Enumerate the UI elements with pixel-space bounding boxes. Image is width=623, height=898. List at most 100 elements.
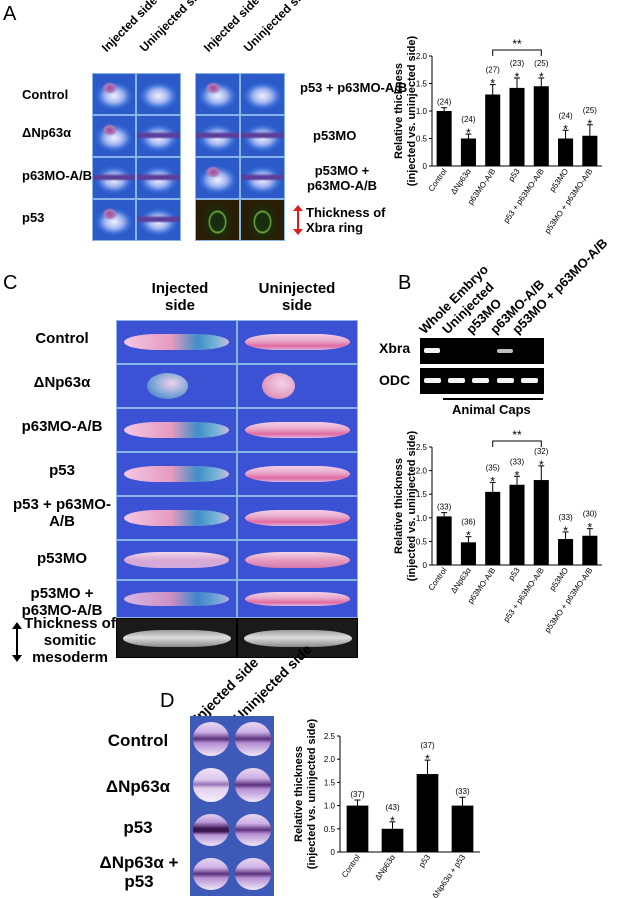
c-row-p53mo: p53MO <box>36 550 87 567</box>
a-row-p53-p63mo: p53 + p63MO-A/B <box>300 80 408 95</box>
significance-star: * <box>425 752 430 766</box>
significance-star: * <box>588 117 593 131</box>
d-embryo-combo-uninjected <box>232 852 274 896</box>
d-embryo-dnp63a-uninjected <box>232 762 274 808</box>
a-embryo-control-injected <box>92 73 136 115</box>
y-tick-label: 2.5 <box>416 443 428 452</box>
n-label: (43) <box>385 803 400 812</box>
b-gel-row-xbra: Xbra <box>379 340 411 356</box>
n-label: (33) <box>437 503 452 512</box>
n-label: (36) <box>461 518 476 527</box>
y-tick-label: 1.0 <box>416 514 428 523</box>
d-row-dnp63a-p53: ΔNp63α + p53 <box>99 853 179 891</box>
c-row-control: Control <box>35 330 89 347</box>
n-label: (33) <box>455 787 470 796</box>
a-embryo-p53mo-injected <box>195 115 240 157</box>
c-tadpole-p53-uninjected <box>237 452 358 496</box>
x-tick-label: ΔNp63α + p53 <box>430 853 467 898</box>
a-embryo-dnp63a-uninjected <box>136 115 181 157</box>
a-row-p53: p53 <box>22 210 45 225</box>
x-tick-label: ΔNp63α <box>449 566 473 595</box>
d-row-dnp63a: ΔNp63α <box>105 777 171 796</box>
bracket-label: ** <box>512 37 522 51</box>
c-tadpole-control-injected <box>116 320 237 364</box>
panel-label-c: C <box>3 272 18 294</box>
x-tick-label: p53MO + p63MO-A/B <box>543 566 595 634</box>
y-tick-label: 1.5 <box>416 80 428 89</box>
significance-bracket <box>492 440 542 447</box>
n-label: (25) <box>534 59 549 68</box>
bar <box>533 86 549 166</box>
b-gel-odc <box>420 368 544 394</box>
panel-label-b: B <box>398 272 412 294</box>
c-somite-injected <box>116 618 237 658</box>
panel-label-a: A <box>3 3 17 25</box>
a-xbra-ring-injected <box>195 199 240 241</box>
a-embryo-p53p63mo-uninjected <box>240 73 285 115</box>
bar <box>509 484 525 565</box>
d-embryo-dnp63a-injected <box>190 762 232 808</box>
a-embryo-control-uninjected <box>136 73 181 115</box>
a-embryo-p53mo-p63mo-injected <box>195 157 240 199</box>
y-axis-label: Relative thickness <box>393 63 405 159</box>
bar <box>485 94 501 166</box>
d-embryo-p53-injected <box>190 808 232 852</box>
a-row-xbra-thickness: Thickness of Xbra ring <box>306 205 386 235</box>
bar <box>582 135 598 166</box>
significance-star: * <box>563 122 568 136</box>
bar <box>381 828 404 852</box>
a-row-dnp63a: ΔNp63α <box>22 125 72 140</box>
c-col-uninjected: Uninjected side <box>258 280 336 314</box>
x-tick-label: p53 <box>507 167 522 184</box>
c-row-p53-p63mo: p53 + p63MO-A/B <box>13 496 111 530</box>
x-tick-label: Control <box>427 167 449 193</box>
y-axis-label: Relative thickness <box>393 458 405 554</box>
x-tick-label: p53MO <box>548 167 570 194</box>
c-tadpole-dnp63a-injected <box>116 364 237 408</box>
c-tadpole-p53p63mo-uninjected <box>237 496 358 540</box>
x-tick-label: p53MO + p63MO-A/B <box>543 167 595 235</box>
a-embryo-p53-injected <box>92 199 136 241</box>
significance-star: * <box>390 814 395 828</box>
significance-star: * <box>490 77 495 91</box>
bar <box>346 805 369 852</box>
x-tick-label: p53 <box>417 853 432 870</box>
n-label: (32) <box>534 447 549 456</box>
bar <box>485 491 501 565</box>
c-tadpole-control-uninjected <box>237 320 358 364</box>
n-label: (24) <box>461 115 476 124</box>
d-embryo-control-injected <box>190 716 232 762</box>
chart-d: Relative thickness (injected vs. uninject… <box>293 718 480 898</box>
n-label: (23) <box>510 59 525 68</box>
y-tick-label: 1.0 <box>324 802 336 811</box>
y-tick-label: 0 <box>423 561 428 570</box>
c-row-p53mo-p63mo: p53MO + p63MO-A/B <box>21 585 103 619</box>
c-row-dnp63a: ΔNp63α <box>33 374 91 391</box>
chart-b: Relative thickness (injected vs. uninject… <box>393 428 602 634</box>
significance-star: * <box>466 529 471 543</box>
y-tick-label: 0.5 <box>416 537 428 546</box>
d-embryo-combo-injected <box>190 852 232 896</box>
bar <box>460 138 476 166</box>
bar <box>558 539 574 565</box>
c-tadpole-p53mo-injected <box>116 540 237 580</box>
significance-star: * <box>539 70 544 84</box>
y-tick-label: 0 <box>331 848 336 857</box>
significance-star: * <box>539 458 544 472</box>
a-embryo-p53mo-p63mo-uninjected <box>240 157 285 199</box>
double-arrow-icon <box>293 205 303 235</box>
significance-star: * <box>515 468 520 482</box>
d-row-control: Control <box>107 731 169 750</box>
c-row-p53: p53 <box>49 462 75 479</box>
a-embryo-dnp63a-injected <box>92 115 136 157</box>
x-tick-label: p53 <box>507 566 522 583</box>
c-tadpole-p53mo-p63mo-injected <box>116 580 237 618</box>
bar <box>533 480 549 565</box>
x-tick-label: p53MO <box>548 566 570 593</box>
bar <box>451 805 474 852</box>
bar <box>436 516 452 565</box>
bar <box>436 111 452 166</box>
double-arrow-icon <box>12 622 22 662</box>
y-tick-label: 2.0 <box>324 755 336 764</box>
c-tadpole-p63mo-uninjected <box>237 408 358 452</box>
